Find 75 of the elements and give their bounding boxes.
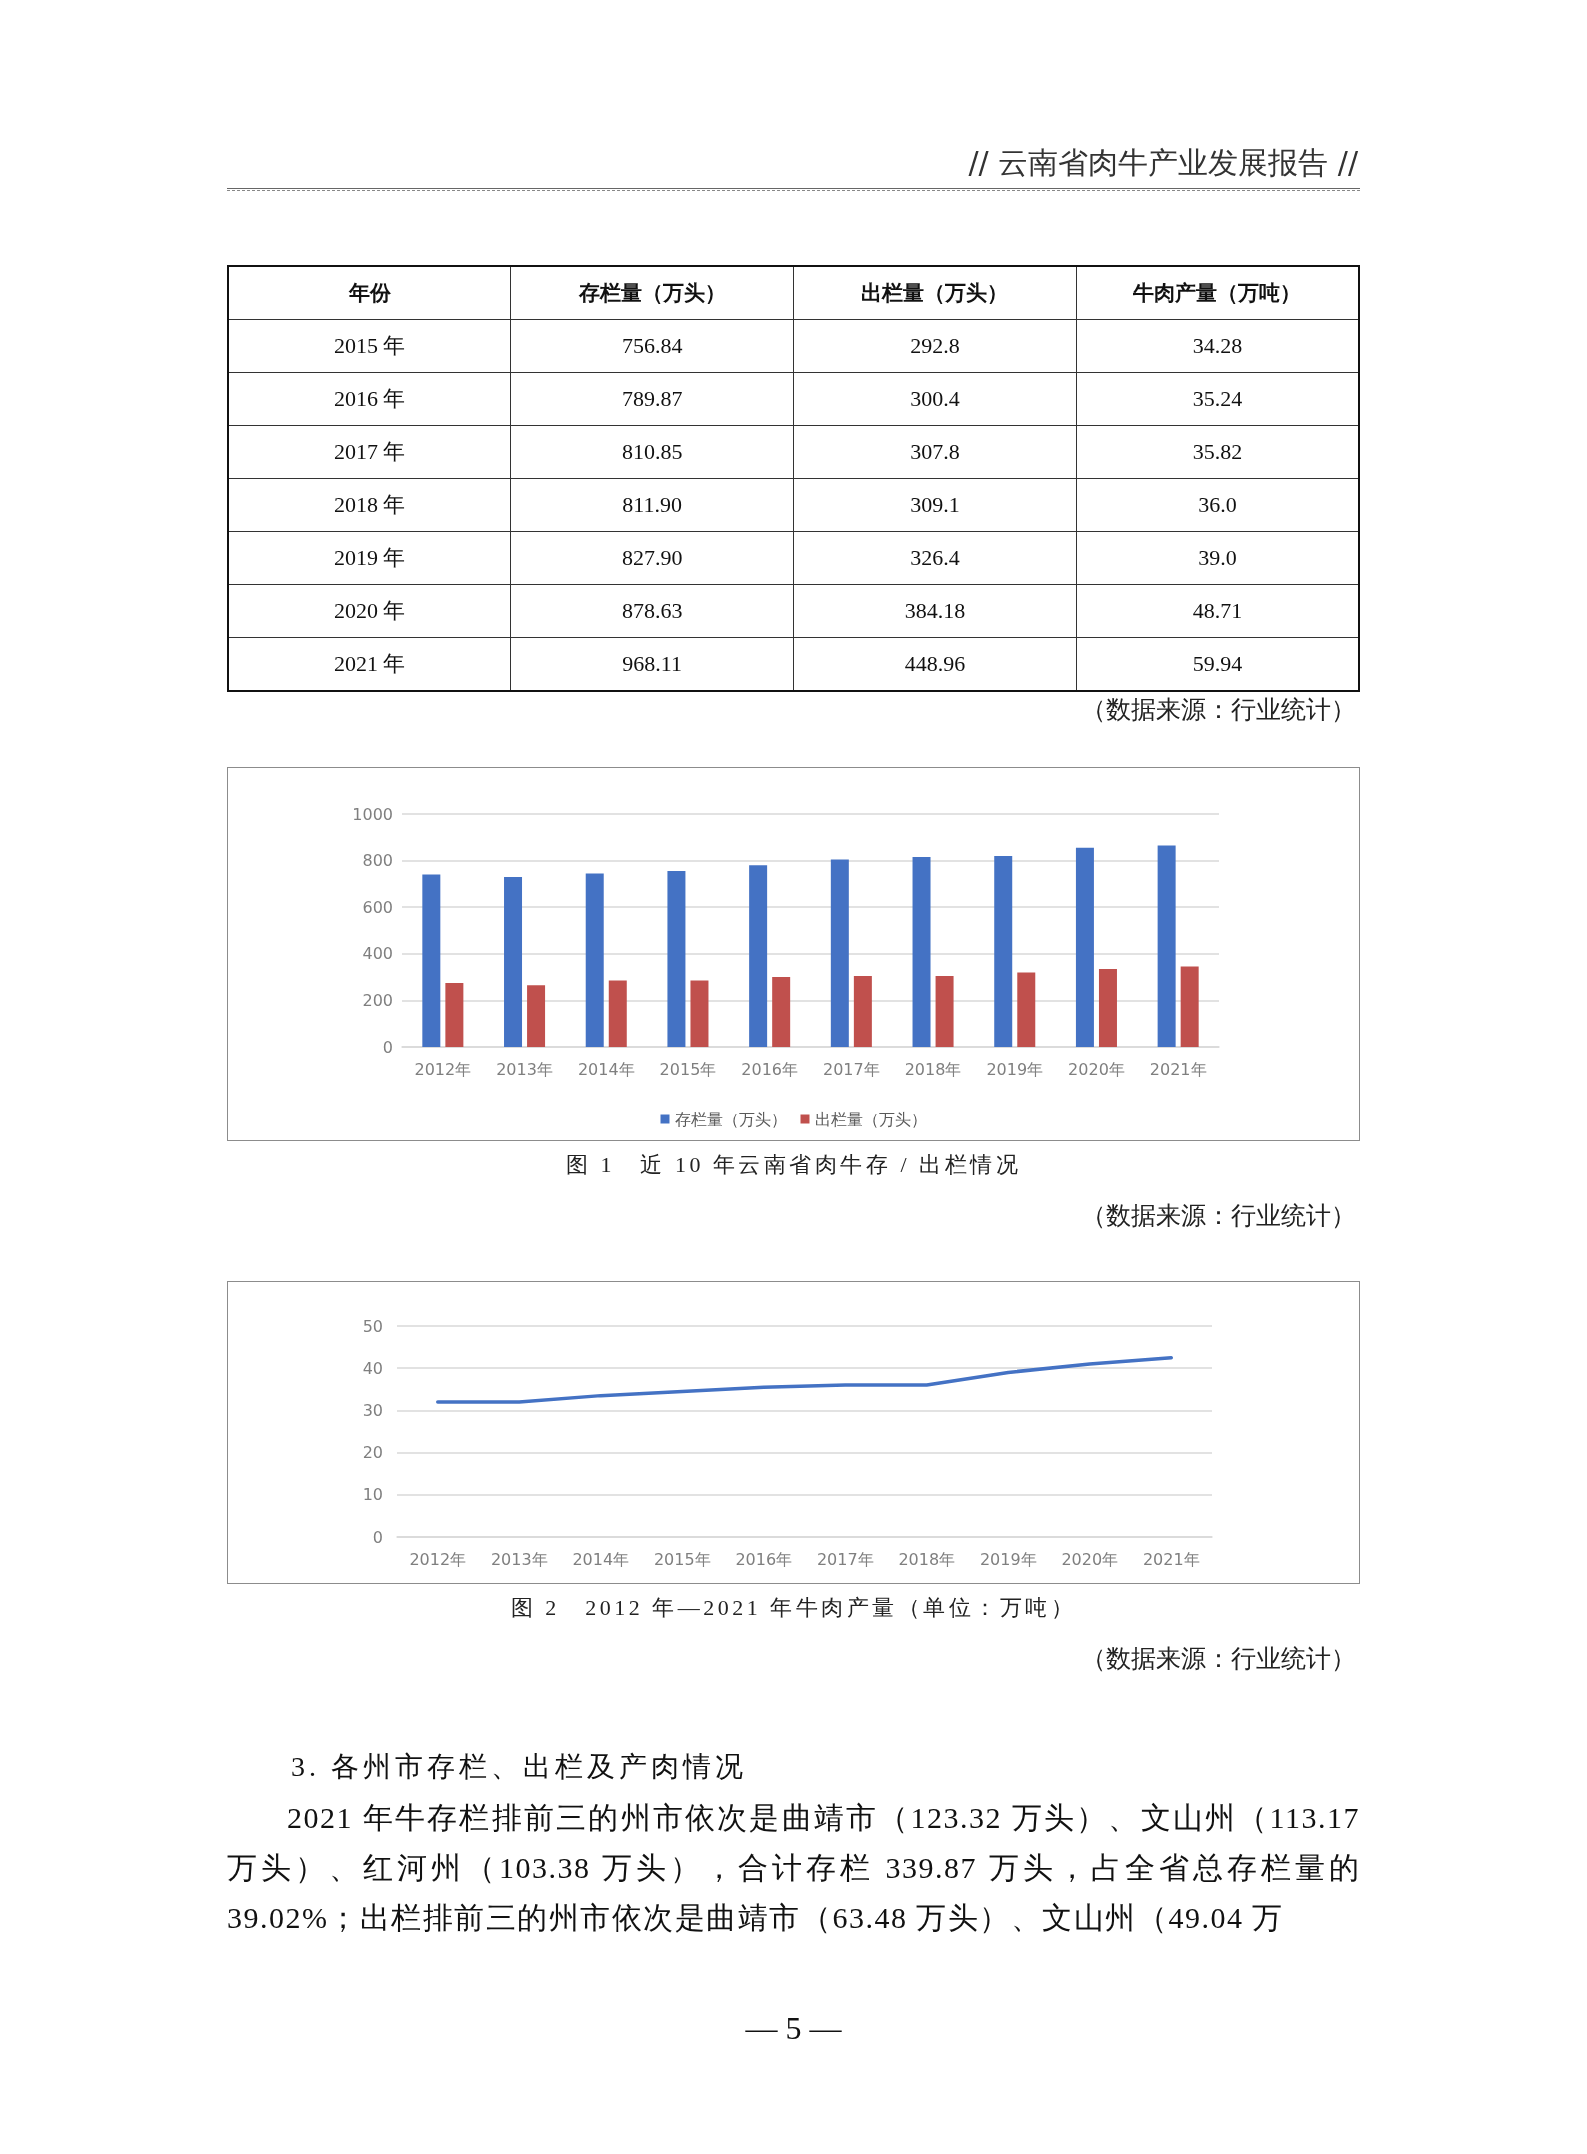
x-tick-label: 2015年 — [653, 1549, 711, 1569]
data-label: 968.11 — [510, 637, 794, 691]
chart-title: // 云南省肉牛产业发展报告 // — [968, 144, 1358, 182]
y-axis-title: 年份 — [228, 266, 511, 320]
data-label: 35.82 — [1076, 425, 1359, 479]
text: （数据来源：行业统计） — [1081, 695, 1356, 725]
x-tick-label: 2019年 — [979, 1549, 1037, 1569]
data-label: 811.90 — [510, 478, 794, 532]
data-label: 34.28 — [1076, 319, 1359, 373]
data-label: 48.71 — [1076, 584, 1359, 638]
x-tick-label: 出栏量（万头） — [793, 266, 1077, 320]
x-tick-label: 2016年 — [741, 1059, 799, 1079]
x-tick-label: 牛肉产量（万吨） — [1076, 266, 1359, 320]
y-tick-label: 2020 年 — [228, 584, 511, 638]
x-tick-label: 2013年 — [490, 1549, 548, 1569]
text: （数据来源：行业统计） — [1081, 1201, 1356, 1231]
x-tick-label: 2015年 — [659, 1059, 717, 1079]
y-tick-label: 30 — [362, 1400, 383, 1420]
x-tick-label: 2012年 — [409, 1549, 467, 1569]
y-tick-label: 2015 年 — [228, 319, 511, 373]
x-tick-label: 2017年 — [822, 1059, 880, 1079]
data-label: 39.0 — [1076, 531, 1359, 585]
y-tick-label: 200 — [362, 990, 393, 1010]
x-tick-label: 2019年 — [986, 1059, 1044, 1079]
data-label: 309.1 — [793, 478, 1077, 532]
data-label: 827.90 — [510, 531, 794, 585]
x-tick-label: 2020年 — [1061, 1549, 1119, 1569]
data-label: 384.18 — [793, 584, 1077, 638]
text: 2021 年牛存栏排前三的州市依次是曲靖市（123.32 万头）、文山州（113.17 万头）、红河州（103.38 万头），合计存栏 339.87 万头，占全省总存栏量的 39.02%；出栏排前三的州市依次是曲靖市（63.48 万头）、文山州（49.04 万 — [227, 1800, 1360, 1936]
y-tick-label: 50 — [362, 1316, 383, 1336]
x-tick-label: 2021年 — [1142, 1549, 1200, 1569]
y-tick-label: 40 — [362, 1358, 383, 1378]
y-tick-label: 400 — [362, 944, 393, 964]
y-tick-label: 2017 年 — [228, 425, 511, 479]
y-tick-label: 0 — [372, 1527, 383, 1547]
data-label: 448.96 — [793, 637, 1077, 691]
y-tick-label: 2016 年 — [228, 372, 511, 426]
data-label: 326.4 — [793, 531, 1077, 585]
legend-label: 存栏量（万头） — [674, 1109, 787, 1129]
data-label: 36.0 — [1076, 478, 1359, 532]
y-tick-label: 2018 年 — [228, 478, 511, 532]
text: 图 2 2012 年—2021 年牛肉产量（单位：万吨） — [509, 1594, 1078, 1622]
text: — 5 — — [744, 2009, 843, 2048]
x-tick-label: 2017年 — [816, 1549, 874, 1569]
data-label: 878.63 — [510, 584, 794, 638]
x-tick-label: 2013年 — [496, 1059, 553, 1079]
y-tick-label: 2021 年 — [228, 637, 511, 691]
data-label: 307.8 — [793, 425, 1077, 479]
data-label: 59.94 — [1076, 637, 1359, 691]
x-tick-label: 2012年 — [414, 1059, 472, 1079]
x-tick-label: 2021年 — [1149, 1059, 1207, 1079]
data-label: 810.85 — [510, 425, 794, 479]
data-label: 292.8 — [793, 319, 1077, 373]
x-tick-label: 2018年 — [904, 1059, 962, 1079]
x-tick-label: 2018年 — [898, 1549, 956, 1569]
x-tick-label: 存栏量（万头） — [510, 266, 794, 320]
text: 图 1 近 10 年云南省肉牛存 / 出栏情况 — [564, 1151, 1023, 1179]
y-tick-label: 0 — [382, 1037, 393, 1057]
y-tick-label: 600 — [362, 897, 393, 917]
y-tick-label: 2019 年 — [228, 531, 511, 585]
x-tick-label: 2020年 — [1068, 1059, 1125, 1079]
x-tick-label: 2014年 — [572, 1549, 630, 1569]
data-label: 35.24 — [1076, 372, 1359, 426]
data-label: 300.4 — [793, 372, 1077, 426]
text: 3. 各州市存栏、出栏及产肉情况 — [291, 1750, 747, 1784]
data-label: 756.84 — [510, 319, 794, 373]
y-tick-label: 800 — [362, 851, 393, 871]
x-tick-label: 2014年 — [577, 1059, 635, 1079]
data-label: 789.87 — [510, 372, 794, 426]
legend-label: 出栏量（万头） — [814, 1109, 927, 1129]
x-tick-label: 2016年 — [735, 1549, 793, 1569]
y-tick-label: 20 — [362, 1443, 383, 1463]
y-tick-label: 10 — [362, 1485, 383, 1505]
y-tick-label: 1000 — [352, 804, 393, 824]
text: （数据来源：行业统计） — [1081, 1644, 1356, 1674]
